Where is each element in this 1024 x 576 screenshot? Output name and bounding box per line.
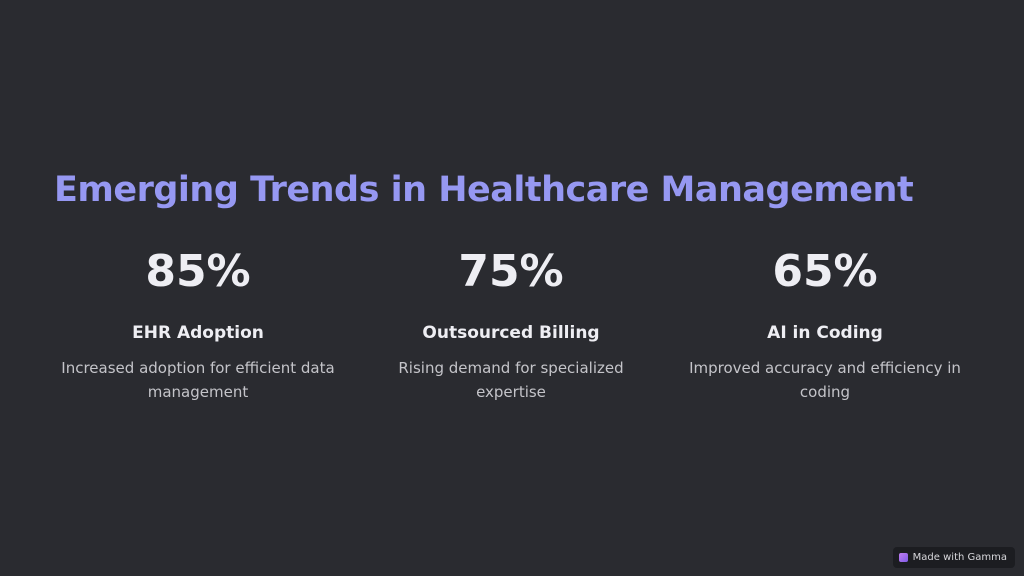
stat-value: 85% — [145, 246, 251, 297]
stat-label: Outsourced Billing — [422, 323, 600, 343]
stat-column: 75% Outsourced Billing Rising demand for s… — [361, 244, 661, 404]
stat-column: 65% AI in Coding Improved accuracy and eff… — [675, 244, 975, 404]
stat-label: AI in Coding — [767, 323, 883, 343]
stat-label: EHR Adoption — [132, 323, 264, 343]
stat-description: Rising demand for specialized expertise — [398, 359, 624, 401]
stat-column: 85% EHR Adoption Increased adoption for ef… — [48, 244, 348, 404]
badge-icon — [898, 553, 908, 562]
stat-description: Improved accuracy and efficiency in codi… — [689, 359, 961, 401]
stat-value: 65% — [772, 246, 878, 297]
made-with-badge[interactable]: Made with Gamma — [892, 547, 1015, 568]
stat-value: 75% — [458, 246, 564, 297]
stat-description: Increased adoption for efficient data ma… — [61, 359, 335, 401]
slide-title: Emerging Trends in Healthcare Management — [54, 170, 914, 210]
badge-text: Made with Gamma — [912, 552, 1007, 563]
